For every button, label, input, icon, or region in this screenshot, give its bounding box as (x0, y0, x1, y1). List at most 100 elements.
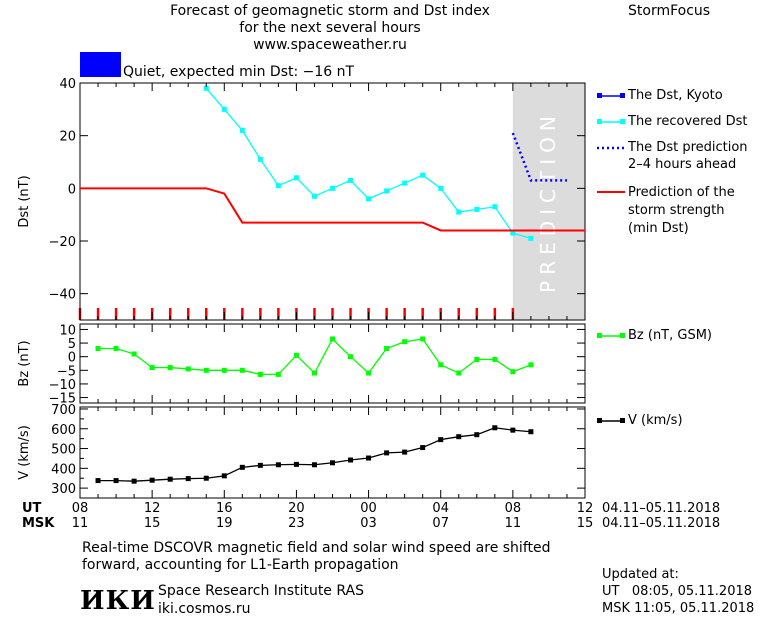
y-tick-label: −20 (49, 235, 76, 250)
ut-tick-label: 12 (143, 501, 161, 516)
data-point (257, 156, 263, 162)
institute-site[interactable]: iki.cosmos.ru (158, 601, 251, 617)
ut-label: UT (22, 501, 42, 516)
data-point (474, 432, 480, 438)
msk-label: MSK (22, 516, 55, 531)
y-tick-label: 0 (68, 182, 76, 197)
data-point (384, 450, 390, 456)
y-axis-label: V (km/s) (17, 425, 32, 480)
data-point (203, 85, 209, 91)
data-point (221, 106, 227, 112)
v-panel: 700 600 500 400 300 V (km/s) (17, 403, 586, 499)
title-url[interactable]: www.spaceweather.ru (253, 37, 407, 53)
y-tick-label: 300 (51, 482, 76, 497)
data-point (311, 370, 317, 376)
updated-label: Updated at: (602, 567, 679, 582)
panel-frame (79, 406, 586, 499)
data-point (438, 185, 444, 191)
time-axis-ticks (79, 83, 586, 498)
y-axis-label: Bz (nT) (17, 340, 32, 386)
data-point (293, 175, 299, 181)
data-point (131, 351, 137, 357)
data-point (275, 371, 281, 377)
data-point (293, 461, 299, 467)
data-point (330, 336, 335, 342)
y-tick-label: 5 (68, 337, 76, 352)
legend-storm-line-3: (min Dst) (628, 221, 689, 236)
data-point (275, 462, 281, 468)
data-point (95, 346, 101, 352)
data-point (492, 356, 498, 362)
series-line (98, 337, 532, 376)
data-point (420, 336, 426, 342)
status-label: Quiet, expected min Dst: −16 nT (123, 64, 355, 80)
data-point (438, 437, 444, 443)
panel-frame (79, 323, 586, 404)
title-line-1: Forecast of geomagnetic storm and Dst in… (170, 3, 490, 19)
ut-tick-label: 20 (288, 501, 305, 516)
data-point (311, 462, 317, 468)
y-tick-label: 10 (59, 323, 76, 338)
data-point (348, 354, 354, 360)
data-point (366, 196, 372, 202)
legend-marker-dst-kyoto-point (597, 93, 602, 98)
data-point (366, 370, 372, 376)
ut-tick-label: 08 (71, 501, 89, 516)
series-line (98, 427, 531, 482)
data-point (474, 206, 480, 212)
y-tick-label: −5 (57, 364, 76, 379)
y-tick-label: 400 (51, 462, 76, 477)
y-tick-label: 500 (51, 443, 76, 458)
data-point (402, 180, 408, 186)
legend-v: V (km/s) (628, 413, 683, 428)
data-point (257, 371, 263, 377)
data-point (221, 367, 227, 373)
date-range-msk: 04.11–05.11.2018 (602, 516, 721, 531)
msk-tick-label: 23 (288, 516, 305, 531)
legend-marker-bz-point (597, 333, 602, 338)
panel-frame (79, 82, 586, 321)
ut-tick-label: 00 (360, 501, 377, 516)
legend-prediction-line-2: 2–4 hours ahead (628, 157, 737, 172)
data-point (330, 185, 335, 191)
data-point (492, 204, 498, 210)
y-tick-label: 700 (51, 403, 76, 418)
data-point (311, 193, 317, 199)
data-point (348, 457, 354, 463)
dst-panel: PREDICTION 40 20 0 −20 −40 Dst (nT) (17, 77, 586, 321)
data-point (420, 172, 426, 178)
institute-name: Space Research Institute RAS (158, 583, 364, 599)
data-point (528, 235, 534, 241)
y-tick-label: 40 (59, 77, 76, 92)
data-point (510, 230, 516, 236)
data-point (456, 209, 462, 215)
y-tick-label: −40 (49, 288, 76, 303)
data-point (474, 356, 480, 362)
data-point (149, 365, 155, 371)
legend-marker-dst-kyoto-point (620, 93, 625, 98)
data-point (510, 369, 516, 375)
msk-tick-label: 15 (143, 516, 161, 531)
footer-note-1: Real-time DSCOVR magnetic field and sola… (82, 540, 551, 556)
data-point (528, 429, 534, 435)
data-point (420, 445, 426, 451)
updated-msk: MSK 11:05, 05.11.2018 (602, 601, 755, 616)
data-point (348, 177, 354, 183)
ut-tick-label: 04 (432, 501, 449, 516)
msk-tick-label: 11 (504, 516, 522, 531)
data-point (203, 367, 209, 373)
status-color-swatch (80, 52, 121, 77)
y-axis-label: Dst (nT) (17, 175, 32, 227)
data-point (528, 362, 534, 368)
msk-tick-label: 07 (432, 516, 449, 531)
data-point (185, 476, 191, 482)
title-line-2: for the next several hours (239, 20, 421, 36)
legend-dst-kyoto: The Dst, Kyoto (628, 88, 723, 103)
legend-marker-recovered-point (597, 119, 602, 124)
ut-tick-label: 16 (216, 501, 233, 516)
legend-marker-recovered-point (620, 119, 625, 124)
data-point (402, 339, 408, 345)
legend-marker-bz-point (620, 333, 625, 338)
